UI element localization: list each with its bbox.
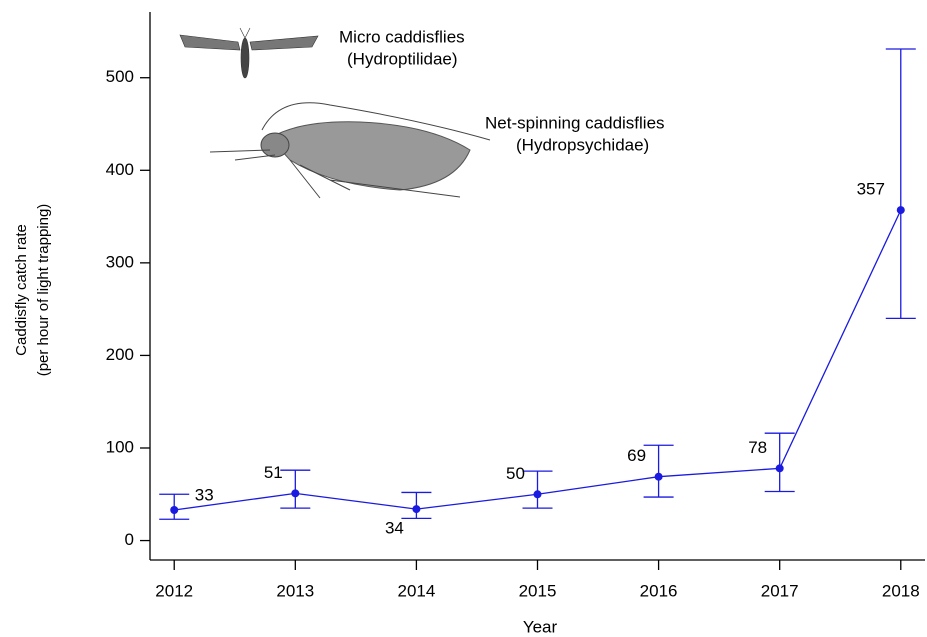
error-bar [765, 433, 795, 491]
net-spinning-caddisfly-illustration [210, 103, 490, 198]
annotation: (Hydropsychidae) [516, 135, 649, 154]
x-tick-label: 2012 [155, 581, 193, 600]
micro-caddisfly-illustration [180, 28, 318, 78]
y-tick-label: 500 [106, 67, 134, 86]
annotation: Micro caddisflies [339, 27, 465, 46]
y-tick-label: 0 [125, 530, 134, 549]
error-bar [523, 471, 553, 508]
x-tick-label: 2013 [276, 581, 314, 600]
data-label: 78 [748, 438, 767, 457]
annotation: (Hydroptilidae) [347, 49, 458, 68]
x-tick-label: 2015 [519, 581, 557, 600]
data-line [174, 210, 901, 510]
annotation: Net-spinning caddisflies [485, 113, 665, 132]
y-tick-label: 100 [106, 437, 134, 456]
data-point [412, 505, 420, 513]
chart: Micro caddisflies (Hydroptilidae) Net-sp… [0, 0, 927, 637]
x-tick-label: 2018 [882, 581, 920, 600]
data-point [776, 464, 784, 472]
y-tick-label: 400 [106, 160, 134, 179]
data-point [655, 473, 663, 481]
error-bar [644, 445, 674, 497]
data-label: 69 [627, 446, 646, 465]
error-bar [886, 49, 916, 318]
data-label: 34 [385, 519, 404, 538]
error-bar [280, 470, 310, 508]
x-tick-label: 2016 [640, 581, 678, 600]
x-axis-label: Year [523, 617, 558, 636]
data-label: 357 [857, 180, 885, 199]
data-label: 33 [195, 485, 214, 504]
data-label: 50 [506, 464, 525, 483]
data-point [534, 490, 542, 498]
data-label: 51 [264, 463, 283, 482]
data-point [291, 489, 299, 497]
y-axis-label: Caddisfly catch rate [13, 224, 30, 356]
y-tick-label: 300 [106, 252, 134, 271]
data-point [170, 506, 178, 514]
x-tick-label: 2017 [761, 581, 799, 600]
data-point [897, 206, 905, 214]
y-tick-label: 200 [106, 345, 134, 364]
y-axis-label: (per hour of light trapping) [35, 204, 52, 377]
x-tick-label: 2014 [397, 581, 435, 600]
